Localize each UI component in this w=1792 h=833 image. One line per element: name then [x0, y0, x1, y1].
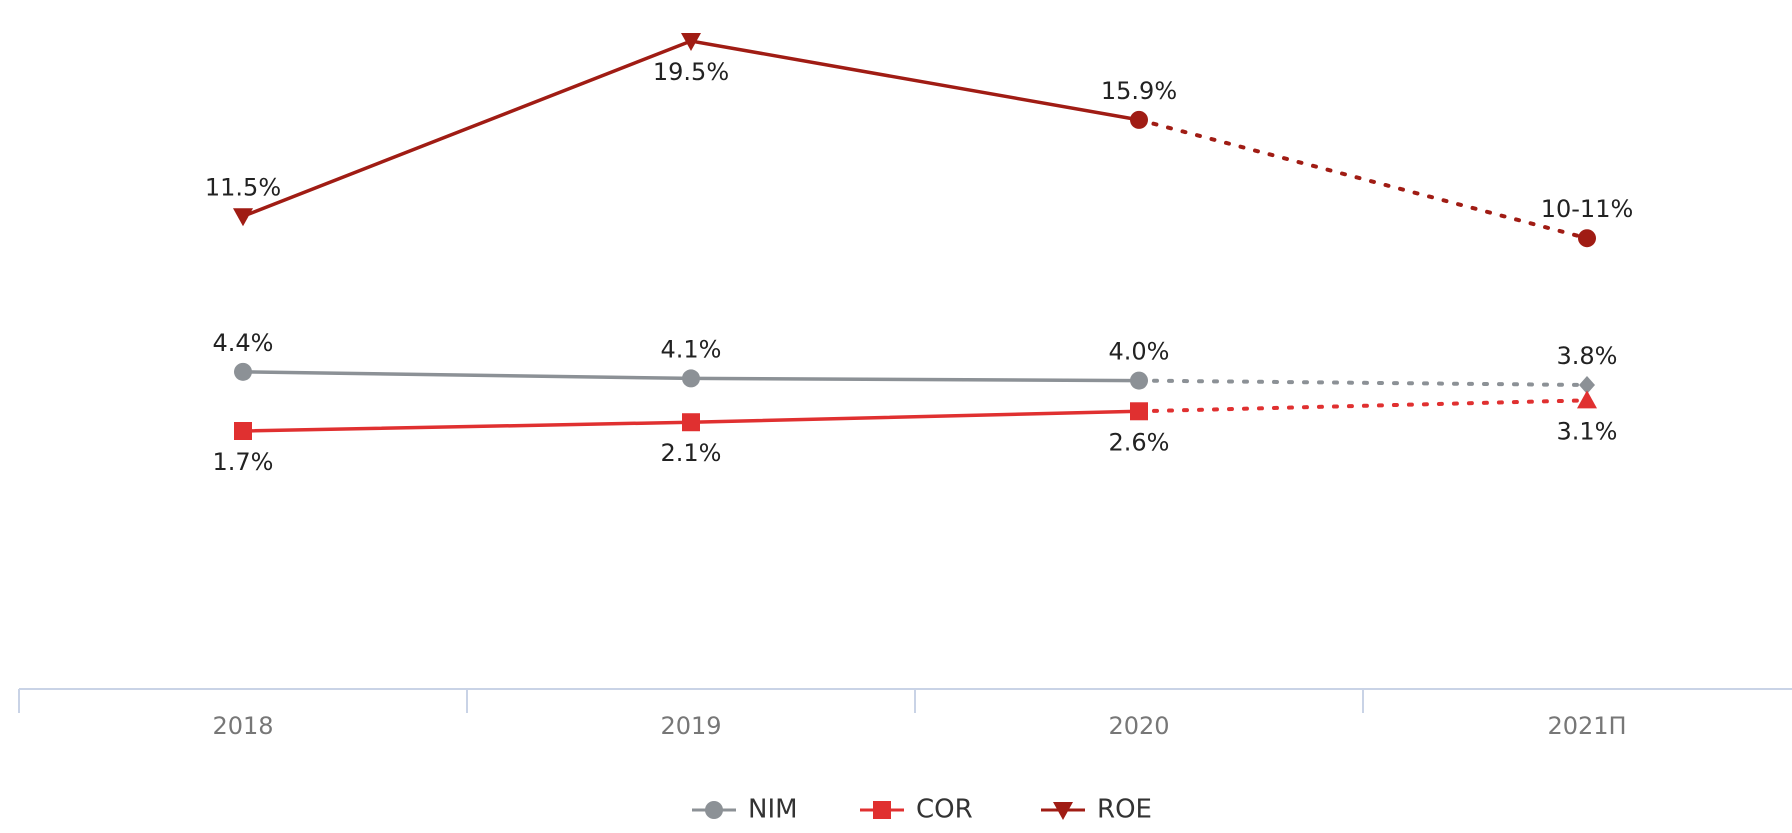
- data-label: 15.9%: [1101, 77, 1177, 105]
- legend-label: NIM: [748, 795, 798, 825]
- x-tick-label: 2021П: [1547, 712, 1626, 740]
- point: [1579, 375, 1595, 394]
- legend-marker: [1053, 802, 1073, 820]
- line-dotted: [1137, 117, 1589, 241]
- legend-label: ROE: [1097, 795, 1152, 825]
- point: [1130, 402, 1148, 421]
- point: [1130, 371, 1148, 390]
- data-label: 3.8%: [1557, 342, 1618, 370]
- legend-label: COR: [916, 795, 973, 825]
- x-tick-label: 2018: [212, 712, 273, 740]
- data-label: 4.1%: [661, 335, 722, 363]
- data-label: 3.1%: [1557, 417, 1618, 445]
- data-label: 2.1%: [661, 439, 722, 467]
- data-label: 4.4%: [213, 329, 274, 357]
- point: [233, 208, 253, 227]
- legend-marker: [705, 801, 723, 819]
- legend-marker: [873, 801, 891, 819]
- data-label: 11.5%: [205, 173, 281, 201]
- data-label: 19.5%: [653, 58, 729, 86]
- data-label: 2.6%: [1109, 428, 1170, 456]
- x-tick-label: 2019: [660, 712, 721, 740]
- point: [682, 413, 700, 432]
- point: [234, 362, 252, 381]
- point: [682, 369, 700, 388]
- point: [1130, 110, 1148, 129]
- data-label: 10-11%: [1541, 195, 1634, 223]
- point: [1578, 229, 1596, 248]
- point: [681, 33, 701, 51]
- line-dotted: [1137, 378, 1589, 387]
- x-tick-label: 2020: [1108, 712, 1169, 740]
- data-label: 1.7%: [213, 448, 274, 476]
- line-dotted: [1137, 398, 1589, 414]
- data-label: 4.0%: [1109, 338, 1170, 366]
- point: [234, 422, 252, 440]
- point: [1577, 390, 1597, 409]
